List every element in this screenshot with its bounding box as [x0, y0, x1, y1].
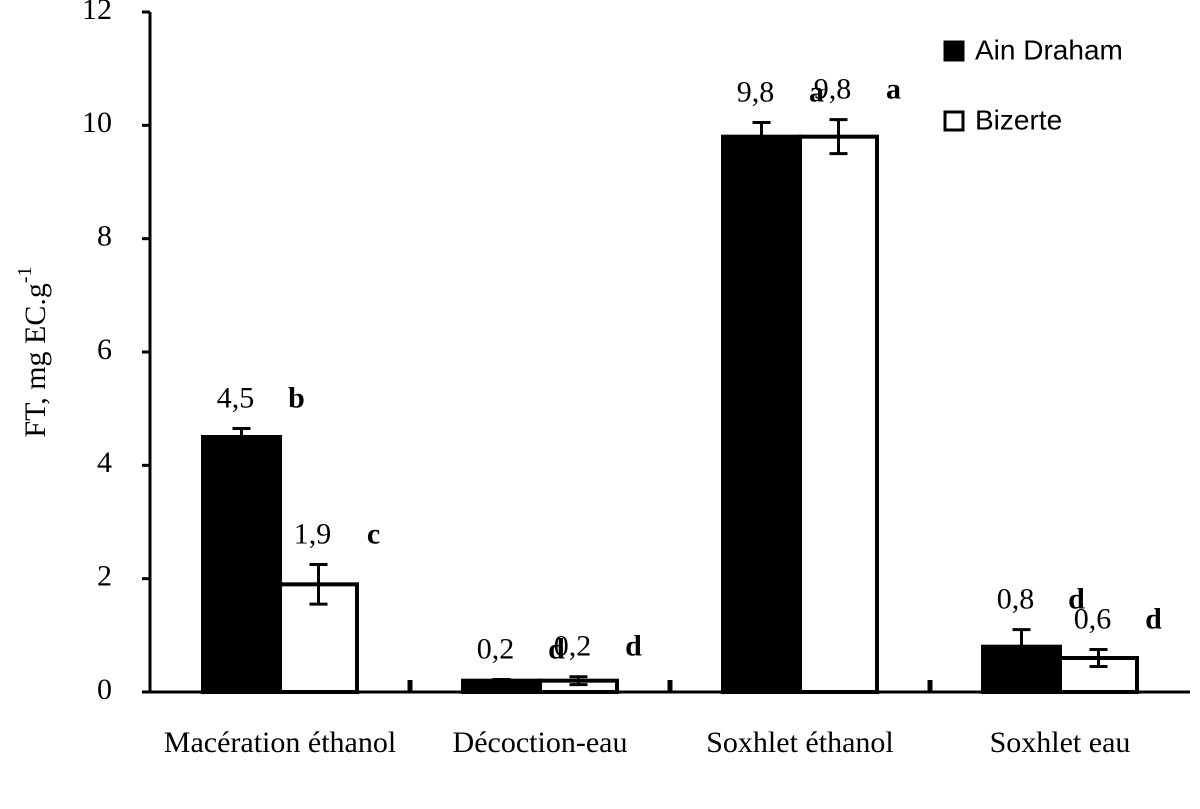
significance-letter: d [548, 632, 565, 665]
y-axis-title: FT, mg EC.g-1 [14, 266, 52, 437]
y-tick-label: 6 [97, 333, 112, 366]
value-label: 0,2 [477, 632, 515, 665]
y-tick-label: 10 [82, 106, 112, 139]
value-label: 0,6 [1074, 602, 1112, 635]
y-tick-label: 12 [82, 0, 112, 26]
legend-label: Ain Draham [975, 34, 1123, 65]
significance-letter: a [809, 75, 824, 108]
error-bar [1089, 648, 1108, 668]
x-tick-label: Macération éthanol [164, 726, 396, 759]
x-tick-label: Soxhlet eau [990, 726, 1131, 759]
value-label: 0,2 [554, 630, 592, 663]
y-tick-label: 4 [97, 446, 112, 479]
bar [201, 435, 282, 694]
y-axis-title-superscript: -1 [14, 266, 36, 283]
value-label: 9,8 [814, 73, 852, 106]
bar [721, 134, 802, 694]
legend-swatch [943, 110, 965, 132]
x-tick-label: Soxhlet éthanol [706, 726, 893, 759]
x-tick-label: Décoction-eau [453, 726, 628, 759]
y-tick-label: 2 [97, 560, 112, 593]
significance-letter: d [1068, 583, 1085, 616]
error-bar [232, 427, 251, 447]
significance-letter: c [367, 517, 380, 550]
error-bar [569, 675, 588, 687]
significance-letter: d [1145, 602, 1162, 635]
bar [798, 134, 879, 694]
error-bar [309, 563, 328, 606]
significance-letter: d [625, 630, 642, 663]
value-label: 0,8 [997, 583, 1035, 616]
error-bar [752, 121, 771, 153]
legend-swatch [943, 40, 965, 62]
y-tick-label: 0 [97, 673, 112, 706]
legend-label: Bizerte [975, 104, 1062, 135]
value-label: 9,8 [737, 75, 775, 108]
y-tick-label: 8 [97, 220, 112, 253]
y-axis-title-text: FT, mg EC.g [19, 283, 52, 437]
significance-letter: b [288, 381, 305, 414]
value-label: 4,5 [217, 381, 255, 414]
error-bar [492, 678, 511, 684]
error-bar [829, 118, 848, 156]
error-bar [1012, 628, 1031, 666]
value-label: 1,9 [294, 517, 332, 550]
significance-letter: a [886, 73, 901, 106]
